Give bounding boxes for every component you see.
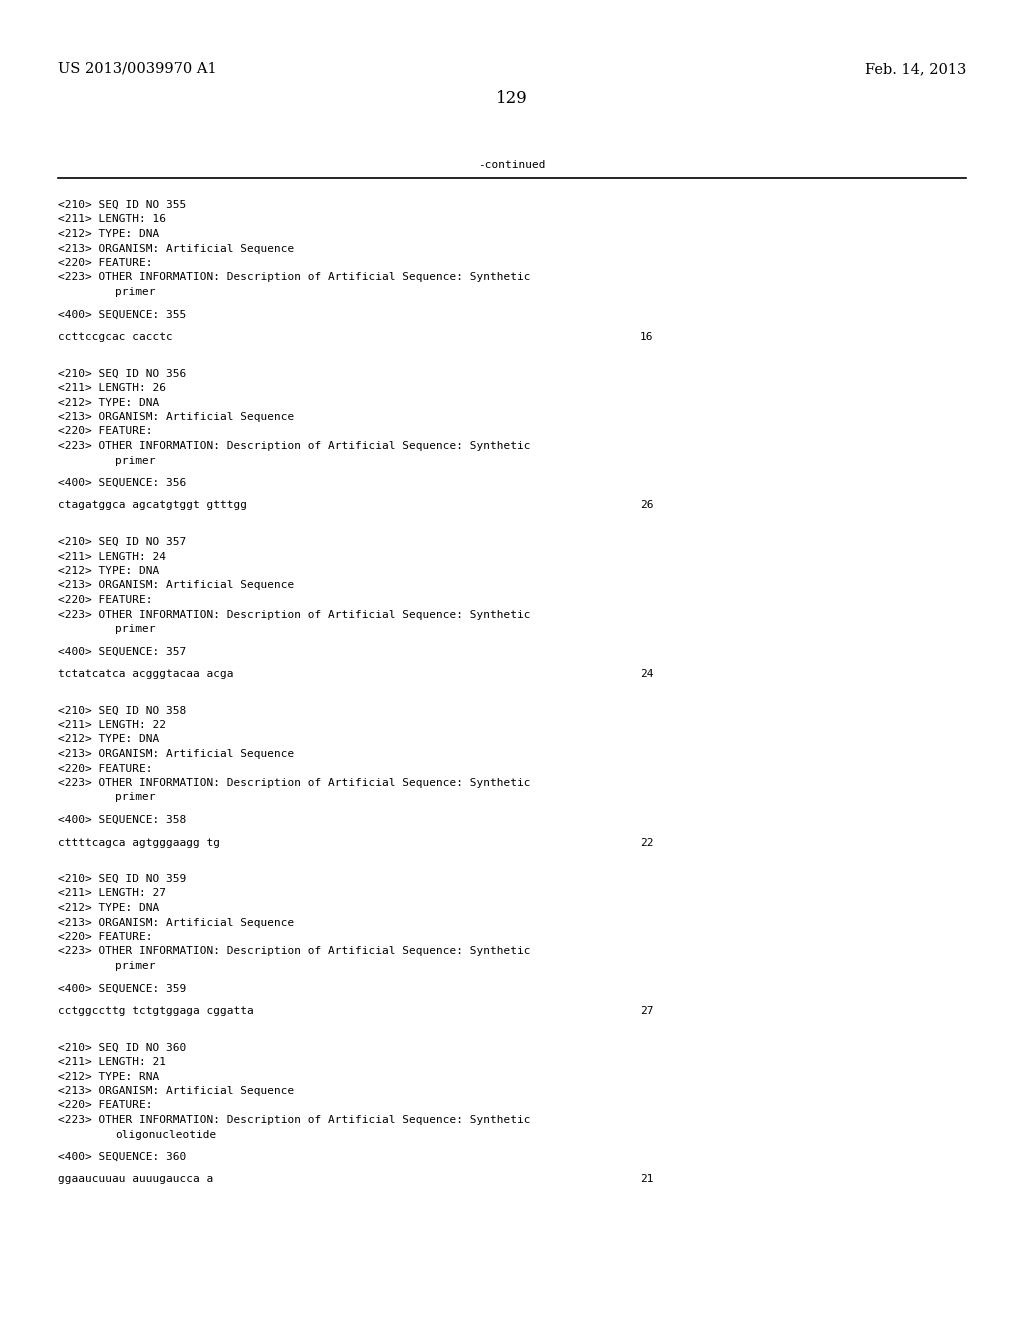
Text: 129: 129: [496, 90, 528, 107]
Text: <400> SEQUENCE: 358: <400> SEQUENCE: 358: [58, 814, 186, 825]
Text: <212> TYPE: DNA: <212> TYPE: DNA: [58, 566, 160, 576]
Text: <210> SEQ ID NO 357: <210> SEQ ID NO 357: [58, 537, 186, 546]
Text: 27: 27: [640, 1006, 653, 1016]
Text: <400> SEQUENCE: 360: <400> SEQUENCE: 360: [58, 1152, 186, 1162]
Text: <220> FEATURE:: <220> FEATURE:: [58, 257, 153, 268]
Text: <223> OTHER INFORMATION: Description of Artificial Sequence: Synthetic: <223> OTHER INFORMATION: Description of …: [58, 272, 530, 282]
Text: <220> FEATURE:: <220> FEATURE:: [58, 595, 153, 605]
Text: <211> LENGTH: 16: <211> LENGTH: 16: [58, 214, 166, 224]
Text: ctagatggca agcatgtggt gtttgg: ctagatggca agcatgtggt gtttgg: [58, 500, 247, 511]
Text: <400> SEQUENCE: 355: <400> SEQUENCE: 355: [58, 309, 186, 319]
Text: <210> SEQ ID NO 360: <210> SEQ ID NO 360: [58, 1043, 186, 1052]
Text: <212> TYPE: DNA: <212> TYPE: DNA: [58, 228, 160, 239]
Text: <400> SEQUENCE: 357: <400> SEQUENCE: 357: [58, 647, 186, 656]
Text: oligonucleotide: oligonucleotide: [115, 1130, 216, 1139]
Text: <211> LENGTH: 26: <211> LENGTH: 26: [58, 383, 166, 393]
Text: <220> FEATURE:: <220> FEATURE:: [58, 1101, 153, 1110]
Text: <223> OTHER INFORMATION: Description of Artificial Sequence: Synthetic: <223> OTHER INFORMATION: Description of …: [58, 946, 530, 957]
Text: <211> LENGTH: 21: <211> LENGTH: 21: [58, 1057, 166, 1067]
Text: 21: 21: [640, 1175, 653, 1184]
Text: <213> ORGANISM: Artificial Sequence: <213> ORGANISM: Artificial Sequence: [58, 1086, 294, 1096]
Text: 22: 22: [640, 837, 653, 847]
Text: <212> TYPE: DNA: <212> TYPE: DNA: [58, 397, 160, 408]
Text: <210> SEQ ID NO 359: <210> SEQ ID NO 359: [58, 874, 186, 884]
Text: <213> ORGANISM: Artificial Sequence: <213> ORGANISM: Artificial Sequence: [58, 412, 294, 422]
Text: primer: primer: [115, 792, 156, 803]
Text: ggaaucuuau auuugaucca a: ggaaucuuau auuugaucca a: [58, 1175, 213, 1184]
Text: <213> ORGANISM: Artificial Sequence: <213> ORGANISM: Artificial Sequence: [58, 748, 294, 759]
Text: <210> SEQ ID NO 358: <210> SEQ ID NO 358: [58, 705, 186, 715]
Text: <223> OTHER INFORMATION: Description of Artificial Sequence: Synthetic: <223> OTHER INFORMATION: Description of …: [58, 610, 530, 619]
Text: primer: primer: [115, 624, 156, 634]
Text: <220> FEATURE:: <220> FEATURE:: [58, 426, 153, 437]
Text: primer: primer: [115, 961, 156, 972]
Text: cttttcagca agtgggaagg tg: cttttcagca agtgggaagg tg: [58, 837, 220, 847]
Text: <213> ORGANISM: Artificial Sequence: <213> ORGANISM: Artificial Sequence: [58, 917, 294, 928]
Text: <210> SEQ ID NO 355: <210> SEQ ID NO 355: [58, 201, 186, 210]
Text: 26: 26: [640, 500, 653, 511]
Text: <220> FEATURE:: <220> FEATURE:: [58, 763, 153, 774]
Text: <400> SEQUENCE: 359: <400> SEQUENCE: 359: [58, 983, 186, 994]
Text: tctatcatca acgggtacaa acga: tctatcatca acgggtacaa acga: [58, 669, 233, 678]
Text: <211> LENGTH: 27: <211> LENGTH: 27: [58, 888, 166, 899]
Text: primer: primer: [115, 455, 156, 466]
Text: <211> LENGTH: 24: <211> LENGTH: 24: [58, 552, 166, 561]
Text: cctggccttg tctgtggaga cggatta: cctggccttg tctgtggaga cggatta: [58, 1006, 254, 1016]
Text: <220> FEATURE:: <220> FEATURE:: [58, 932, 153, 942]
Text: <223> OTHER INFORMATION: Description of Artificial Sequence: Synthetic: <223> OTHER INFORMATION: Description of …: [58, 441, 530, 451]
Text: -continued: -continued: [478, 160, 546, 170]
Text: US 2013/0039970 A1: US 2013/0039970 A1: [58, 62, 217, 77]
Text: <212> TYPE: DNA: <212> TYPE: DNA: [58, 734, 160, 744]
Text: <212> TYPE: RNA: <212> TYPE: RNA: [58, 1072, 160, 1081]
Text: <223> OTHER INFORMATION: Description of Artificial Sequence: Synthetic: <223> OTHER INFORMATION: Description of …: [58, 777, 530, 788]
Text: <210> SEQ ID NO 356: <210> SEQ ID NO 356: [58, 368, 186, 379]
Text: <400> SEQUENCE: 356: <400> SEQUENCE: 356: [58, 478, 186, 488]
Text: 24: 24: [640, 669, 653, 678]
Text: <213> ORGANISM: Artificial Sequence: <213> ORGANISM: Artificial Sequence: [58, 581, 294, 590]
Text: <211> LENGTH: 22: <211> LENGTH: 22: [58, 719, 166, 730]
Text: <212> TYPE: DNA: <212> TYPE: DNA: [58, 903, 160, 913]
Text: ccttccgcac cacctc: ccttccgcac cacctc: [58, 333, 173, 342]
Text: <223> OTHER INFORMATION: Description of Artificial Sequence: Synthetic: <223> OTHER INFORMATION: Description of …: [58, 1115, 530, 1125]
Text: <213> ORGANISM: Artificial Sequence: <213> ORGANISM: Artificial Sequence: [58, 243, 294, 253]
Text: Feb. 14, 2013: Feb. 14, 2013: [864, 62, 966, 77]
Text: 16: 16: [640, 333, 653, 342]
Text: primer: primer: [115, 286, 156, 297]
